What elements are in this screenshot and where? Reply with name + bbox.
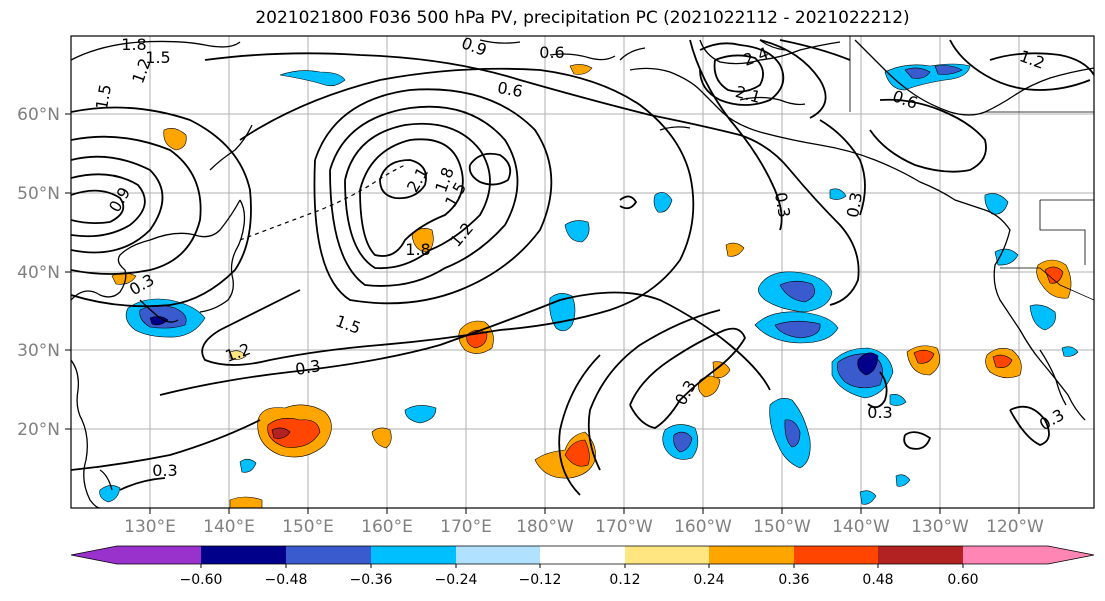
lon-label: 180°W <box>516 517 574 537</box>
contour-label: 0.3 <box>843 191 866 219</box>
colorbar-bin <box>878 546 963 564</box>
colorbar-bin <box>625 546 709 564</box>
dashed-contour <box>239 164 406 241</box>
colorbar-bin <box>456 546 540 564</box>
colorbar-labels: −0.60 −0.48 −0.36 −0.24 −0.12 0.12 0.24 … <box>180 572 979 588</box>
contour-label: 0.3 <box>294 356 322 379</box>
contour-label: 1.5 <box>145 48 170 67</box>
contour-label: 0.6 <box>539 43 564 62</box>
colorbar-bin <box>201 546 286 564</box>
colorbar-tick-label: −0.36 <box>350 572 393 588</box>
lat-label: 60°N <box>17 105 60 125</box>
lat-label: 50°N <box>17 184 60 204</box>
colorbar-tick-label: 0.48 <box>862 572 893 588</box>
colorbar-tick-label: −0.48 <box>265 572 308 588</box>
lon-labels: 130°E 140°E 150°E 160°E 170°E 180°W 170°… <box>124 517 1044 537</box>
borders <box>849 36 1094 301</box>
precip-shading <box>99 63 1079 508</box>
lat-labels: 60°N 50°N 40°N 30°N 20°N <box>17 105 60 440</box>
contour-label: 0.3 <box>867 403 892 422</box>
lat-label: 20°N <box>17 420 60 440</box>
lat-label: 30°N <box>17 341 60 361</box>
colorbar-tick-label: 0.24 <box>693 572 724 588</box>
lon-label: 130°W <box>911 517 969 537</box>
axis-ticks <box>65 113 1020 514</box>
colorbar-bin <box>963 546 1094 564</box>
contour-label: 1.8 <box>405 240 430 259</box>
colorbar-bin <box>371 546 456 564</box>
colorbar-tick-label: 0.36 <box>778 572 809 588</box>
colorbar-tick-label: −0.12 <box>519 572 562 588</box>
lon-label: 160°W <box>674 517 732 537</box>
colorbar-tick-label: −0.60 <box>180 572 223 588</box>
contour-label: 0.3 <box>771 191 794 219</box>
lon-label: 150°W <box>753 517 811 537</box>
colorbar-tick-label: −0.24 <box>435 572 478 588</box>
colorbar-bin <box>794 546 878 564</box>
contour-label: 1.8 <box>121 35 146 54</box>
contour-label: 0.3 <box>152 461 177 480</box>
lon-label: 140°E <box>203 517 255 537</box>
colorbar-tick-label: 0.12 <box>609 572 640 588</box>
lon-label: 120°W <box>986 517 1044 537</box>
lon-label: 140°W <box>832 517 890 537</box>
contour-label: 1.5 <box>92 83 115 111</box>
contour-label: 0.6 <box>496 78 524 101</box>
lat-label: 40°N <box>17 263 60 283</box>
lon-label: 160°E <box>361 517 413 537</box>
lon-label: 170°E <box>440 517 492 537</box>
pv-contours <box>71 39 1094 496</box>
colorbar-outline <box>70 545 1095 565</box>
colorbar-bin <box>286 546 371 564</box>
colorbar <box>70 545 1095 568</box>
map-title: 2021021800 F036 500 hPa PV, precipitatio… <box>255 8 910 28</box>
colorbar-tick-label: 0.60 <box>947 572 978 588</box>
lon-label: 130°E <box>124 517 176 537</box>
colorbar-bin <box>540 546 625 564</box>
colorbar-bin <box>71 546 201 564</box>
lon-label: 150°E <box>282 517 334 537</box>
colorbar-bin <box>709 546 794 564</box>
lon-label: 170°W <box>595 517 653 537</box>
